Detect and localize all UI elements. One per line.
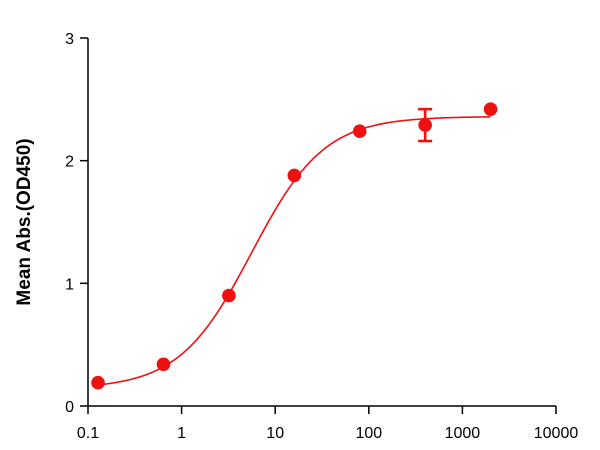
x-tick-label: 100: [355, 425, 382, 442]
y-tick-label: 2: [65, 154, 74, 171]
data-point: [156, 357, 171, 372]
x-tick-label: 1: [177, 425, 186, 442]
plot-area: [91, 102, 498, 390]
x-tick-label: 1000: [445, 425, 481, 442]
data-points: [91, 102, 498, 390]
x-tick-label: 10: [266, 425, 284, 442]
x-tick-label: 0.1: [77, 425, 99, 442]
y-tick-label: 3: [65, 31, 74, 48]
y-axis-ticks: 0 1 2 3: [65, 31, 88, 416]
data-point: [352, 124, 367, 139]
data-point: [91, 375, 105, 390]
fit-curve: [97, 116, 491, 386]
x-axis-ticks: 0.1 1 10 100 1000 10000: [77, 406, 578, 442]
data-point: [483, 102, 498, 116]
y-tick-label: 0: [65, 399, 74, 416]
y-axis-title: Mean Abs.(OD450): [14, 138, 35, 305]
data-point: [287, 168, 302, 183]
x-tick-label: 10000: [534, 425, 579, 442]
data-point: [418, 118, 432, 132]
y-tick-label: 1: [65, 276, 74, 293]
data-point: [222, 288, 236, 303]
